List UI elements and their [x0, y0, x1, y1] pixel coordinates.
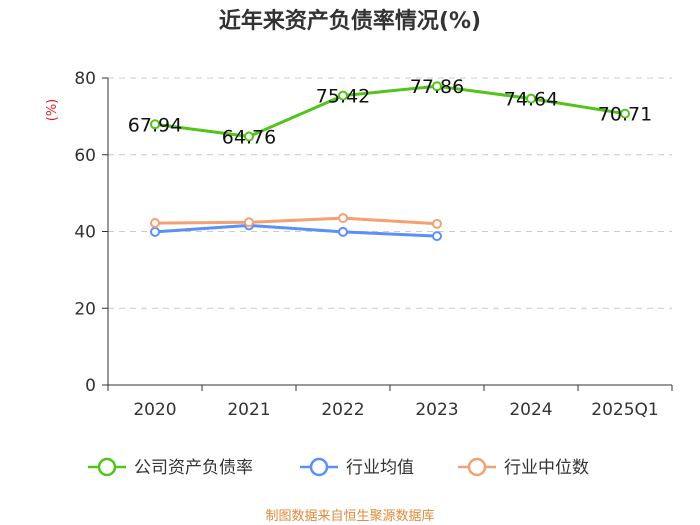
data-point [432, 81, 442, 92]
legend-marker [467, 457, 487, 477]
data-label: 74.64 [504, 89, 558, 111]
legend-marker [97, 457, 117, 477]
data-label: 64.76 [222, 126, 276, 148]
y-tick-label: 20 [74, 299, 96, 319]
data-point [244, 217, 254, 228]
x-tick-label: 2025Q1 [591, 400, 658, 420]
data-point [150, 218, 160, 229]
series-line [154, 84, 626, 138]
x-tick-label: 2021 [227, 400, 270, 420]
y-axis-label: (%) [45, 99, 60, 122]
legend-marker [309, 457, 329, 477]
data-point [150, 226, 160, 237]
x-tick-label: 2024 [509, 400, 552, 420]
data-label: 67.94 [128, 114, 182, 136]
data-label: 70.71 [598, 104, 652, 126]
chart-title: 近年来资产负债率情况(%) [219, 8, 481, 34]
y-tick-label: 0 [85, 376, 96, 396]
y-tick-label: 80 [74, 69, 96, 89]
data-point [338, 226, 348, 237]
y-tick-label: 40 [74, 223, 96, 243]
legend-label: 行业均值 [346, 458, 414, 478]
data-point [338, 213, 348, 224]
data-point [338, 90, 348, 101]
data-point [526, 93, 536, 104]
data-point [432, 218, 442, 229]
x-tick-label: 2023 [415, 400, 458, 420]
y-tick-label: 60 [74, 146, 96, 166]
series-line [154, 216, 438, 226]
x-tick-label: 2022 [321, 400, 364, 420]
data-point [150, 119, 160, 130]
data-point [244, 131, 254, 142]
gridlines [108, 77, 672, 309]
legend-label: 行业中位数 [504, 458, 589, 478]
axes: 0 20 40 60 80 2020 2021 2022 2023 2024 2025Q1 [74, 69, 673, 420]
legend-label: 公司资产负债率 [134, 458, 253, 478]
source-note: 制图数据来自恒生聚源数据库 [265, 508, 434, 524]
x-tick-label: 2020 [133, 400, 176, 420]
data-label: 77.86 [410, 76, 464, 98]
data-point [620, 108, 630, 119]
series-line [154, 223, 438, 238]
series-group: 67.94 64.76 75.42 77.86 74.64 70.71 [128, 76, 652, 242]
data-point [432, 231, 442, 242]
data-label: 75.42 [316, 86, 370, 108]
legend: 公司资产负债率 行业均值 行业中位数 [88, 457, 589, 478]
